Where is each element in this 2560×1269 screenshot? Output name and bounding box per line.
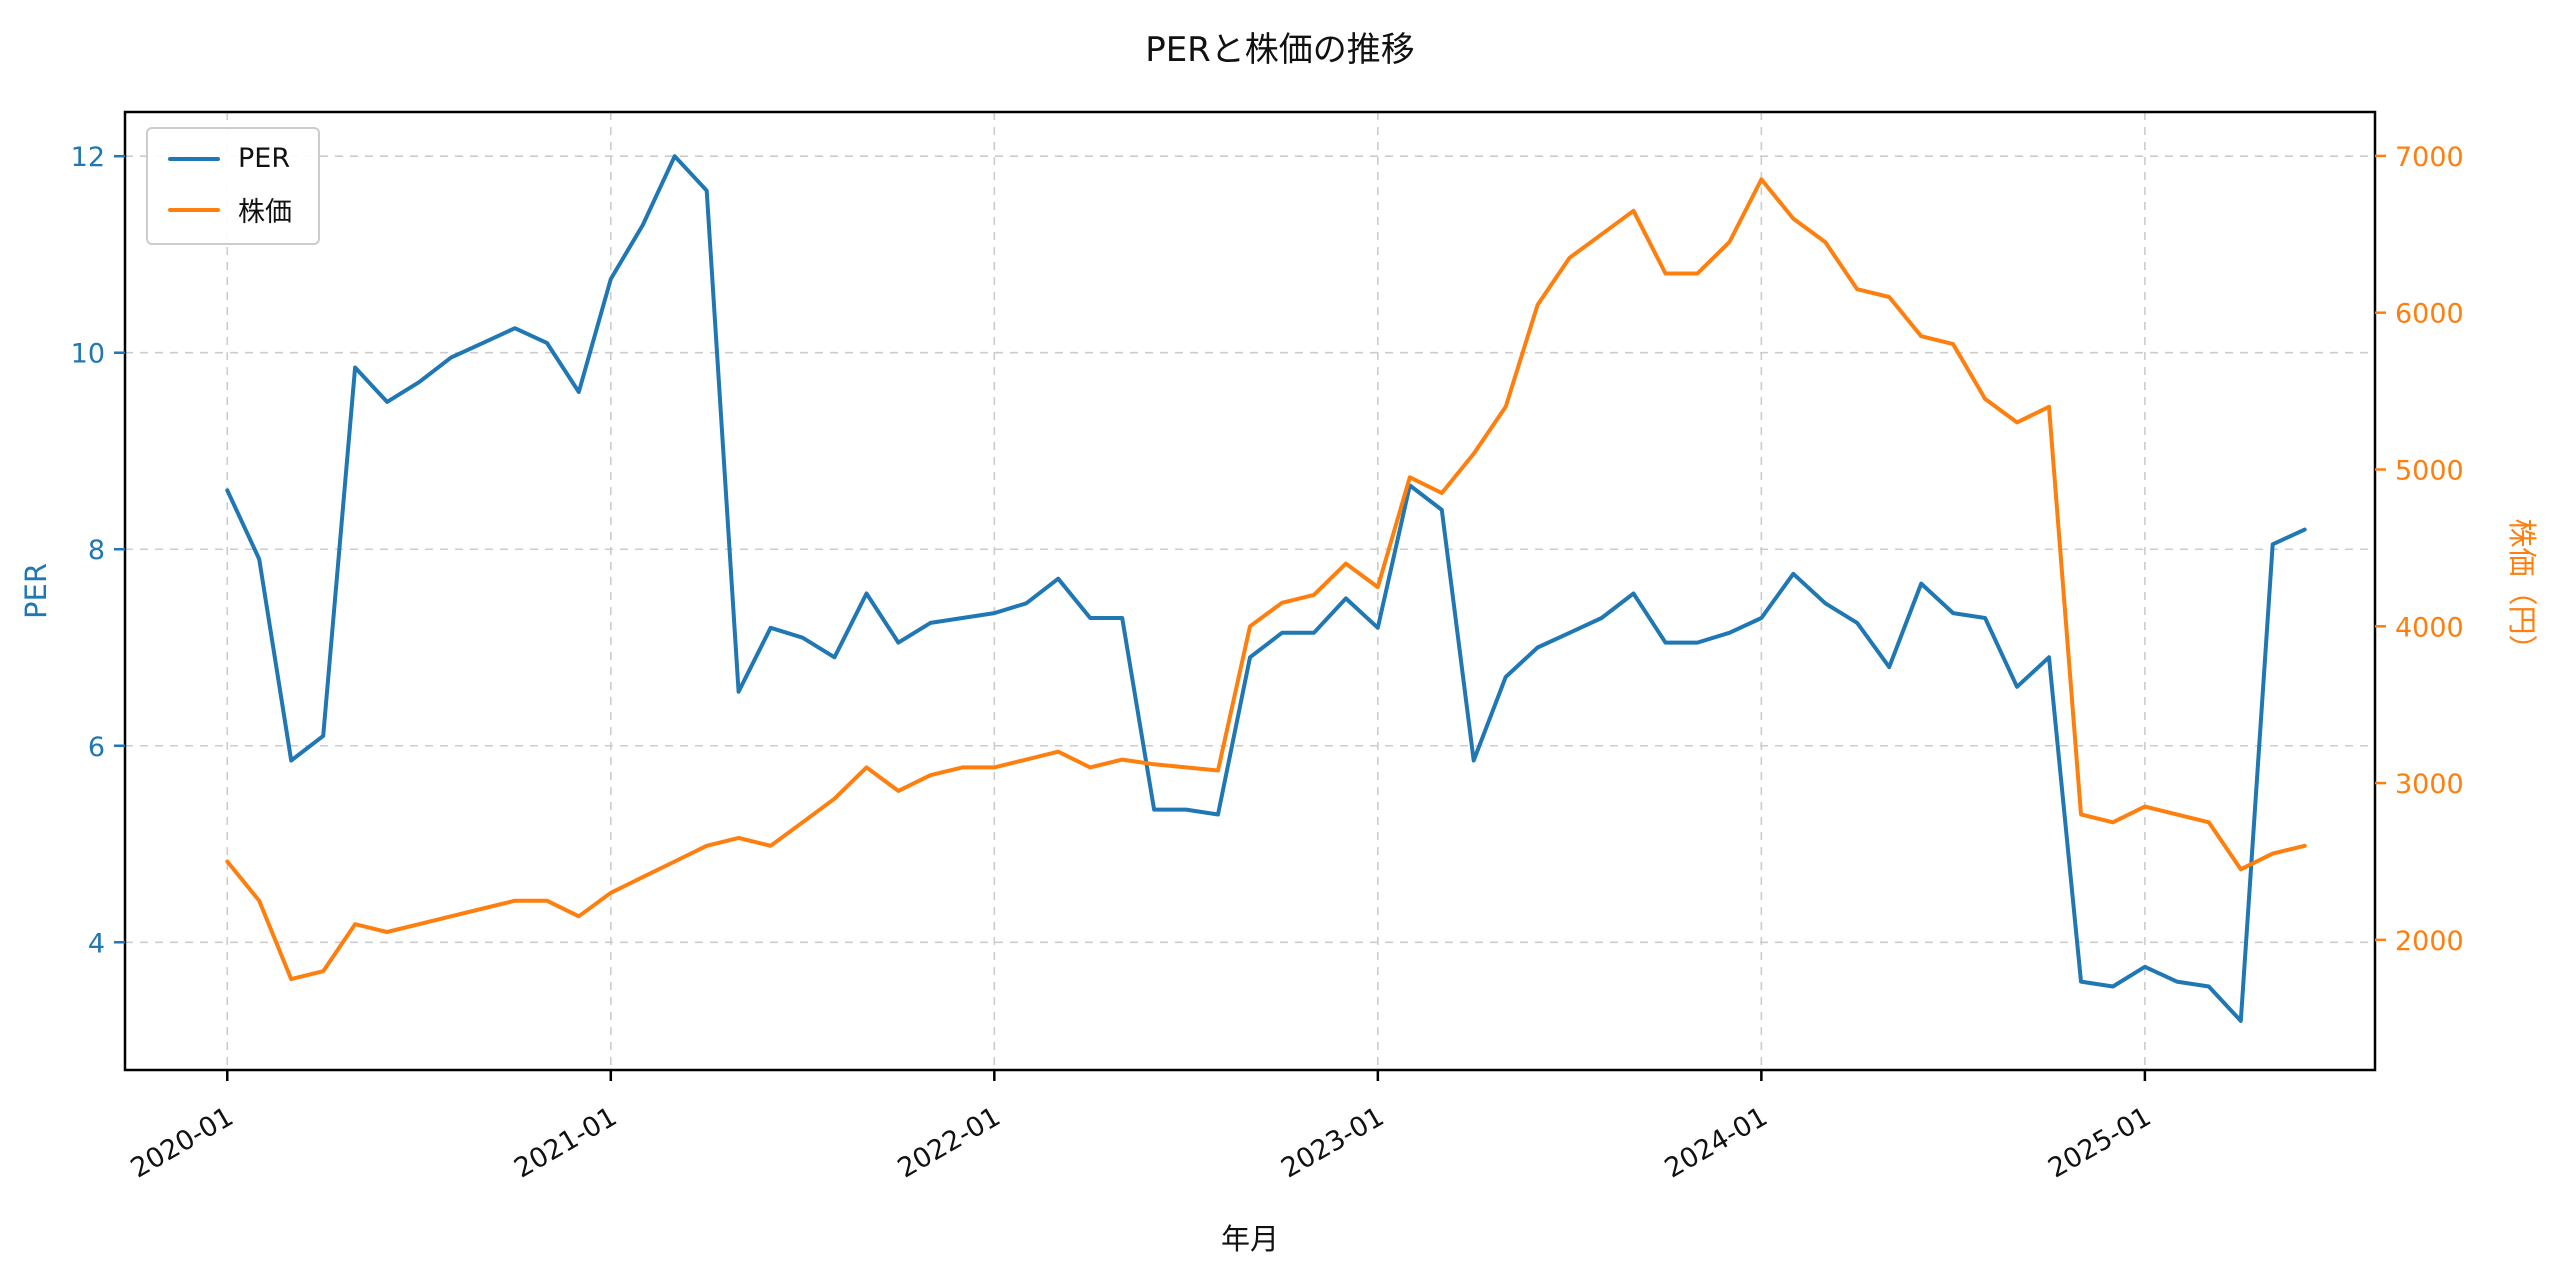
x-tick-label: 2020-01 <box>126 1101 239 1184</box>
per-tick-label: 6 <box>88 732 105 763</box>
price-line-sample <box>168 207 220 212</box>
price-tick-label: 6000 <box>2395 299 2464 330</box>
x-tick-label: 2022-01 <box>893 1101 1006 1184</box>
legend-label-per: PER <box>238 143 291 174</box>
chart-title: PERと株価の推移 <box>1145 30 1415 70</box>
x-tick-label: 2021-01 <box>509 1101 622 1184</box>
per-tick-label: 4 <box>88 928 105 959</box>
price-tick-label: 3000 <box>2395 769 2464 800</box>
x-tick-label: 2024-01 <box>1660 1101 1773 1184</box>
legend-item-per: PER <box>168 143 292 174</box>
per-line-sample <box>168 156 220 161</box>
legend-label-price: 株価 <box>238 197 292 228</box>
price-tick-label: 2000 <box>2395 926 2464 957</box>
x-tick-label: 2025-01 <box>2043 1101 2156 1184</box>
price-tick-label: 7000 <box>2395 142 2464 173</box>
legend-item-price: 株価 <box>168 190 292 229</box>
per-tick-label: 10 <box>71 339 105 370</box>
per-tick-label: 12 <box>71 142 105 173</box>
x-axis-label: 年月 <box>1220 1222 1279 1256</box>
left-axis-label: PER <box>19 563 53 619</box>
per-line <box>225 154 2307 1023</box>
price-tick-label: 5000 <box>2395 455 2464 486</box>
legend: PER 株価 <box>146 127 320 245</box>
plot-border <box>123 110 2377 1072</box>
price-tick-label: 4000 <box>2395 612 2464 643</box>
per-tick-label: 8 <box>88 535 105 566</box>
x-tick-label: 2023-01 <box>1276 1101 1389 1184</box>
price-line <box>225 177 2307 982</box>
right-axis-label: 株価（円） <box>2505 518 2539 664</box>
